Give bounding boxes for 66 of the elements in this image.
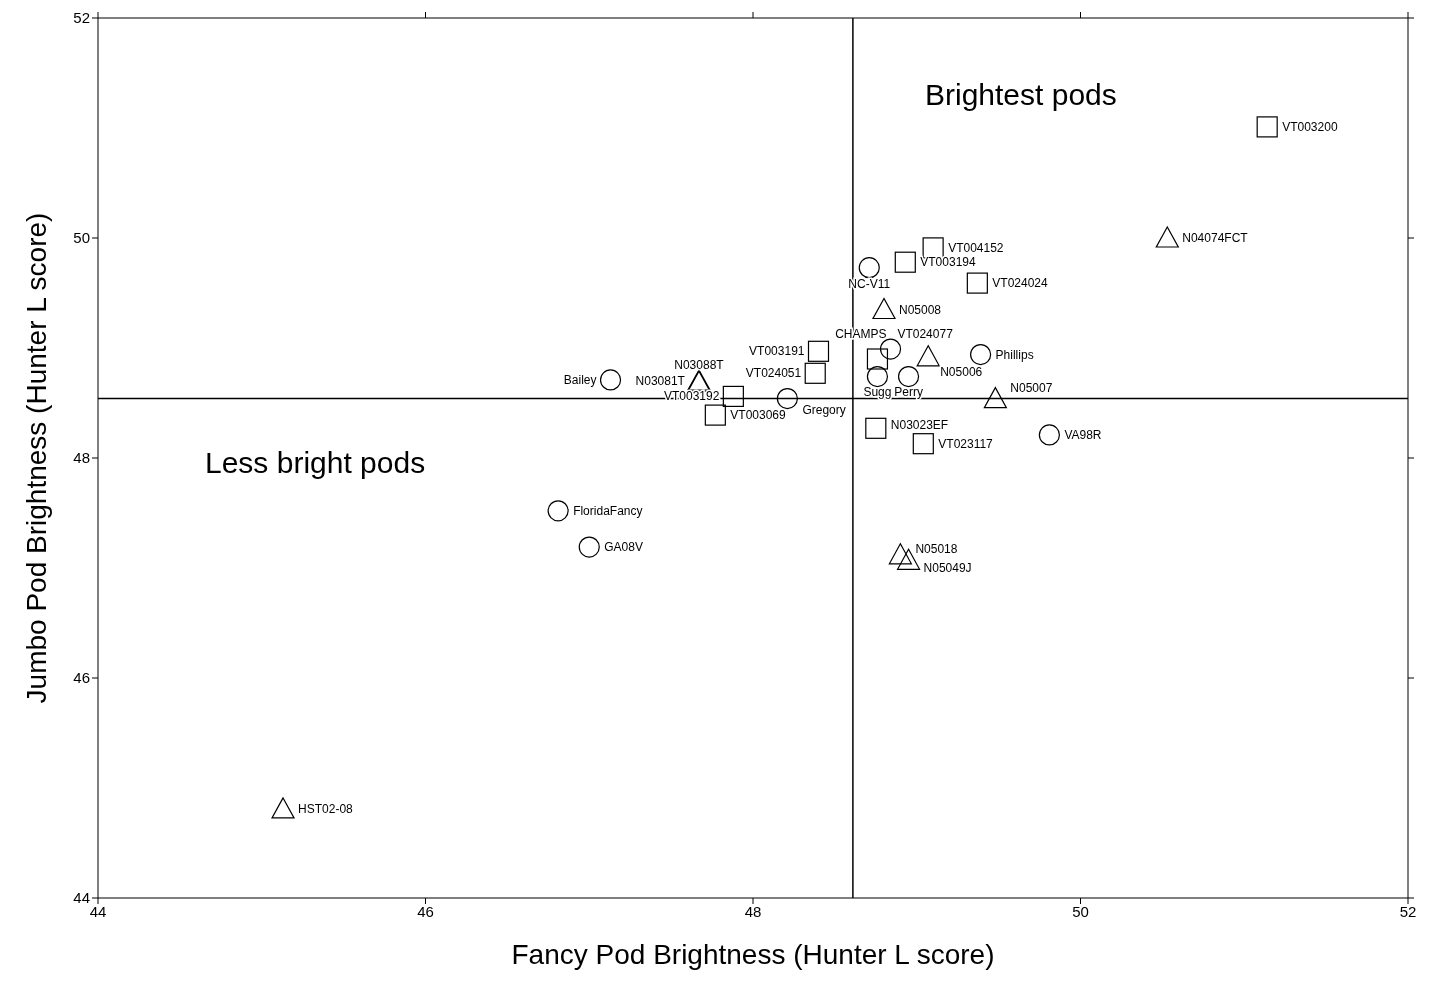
annotation: Phillips xyxy=(995,347,1034,362)
y-axis-title: Jumbo Pod Brightness (Hunter L score) xyxy=(20,212,52,704)
point xyxy=(894,251,916,273)
y-tick-label: 44 xyxy=(73,889,90,907)
annotation: FloridaFancy xyxy=(573,503,643,518)
point xyxy=(804,362,826,384)
point xyxy=(866,366,889,388)
point xyxy=(1155,226,1179,248)
point xyxy=(704,404,726,426)
point xyxy=(858,257,880,279)
x-tick-label: 44 xyxy=(89,902,107,920)
y-tick-label: 50 xyxy=(73,229,90,247)
point xyxy=(897,366,920,388)
annotation: Bailey xyxy=(563,372,597,387)
x-axis-title: Fancy Pod Brightness (Hunter L score) xyxy=(511,939,995,970)
annotation: Less bright pods xyxy=(205,446,426,480)
annotation: VT004152 xyxy=(948,240,1004,255)
annotation: N05007 xyxy=(1010,380,1053,395)
y-tick-label: 46 xyxy=(73,669,90,687)
point xyxy=(807,340,830,362)
point xyxy=(912,433,934,455)
annotation: N03023EF xyxy=(890,418,949,433)
annotation: N04074FCT xyxy=(1182,231,1249,245)
annotation: N05006 xyxy=(940,364,983,379)
point xyxy=(865,417,887,439)
point xyxy=(722,385,744,407)
y-tick-label: 48 xyxy=(73,449,90,467)
annotation: N05049J xyxy=(923,561,972,576)
annotation: N05008 xyxy=(899,302,942,317)
point xyxy=(872,297,896,320)
point xyxy=(970,344,992,366)
point xyxy=(916,345,940,367)
annotation: N05018 xyxy=(915,541,958,556)
annotation: Brightest pods xyxy=(925,78,1117,112)
annotation: VT003200 xyxy=(1282,119,1338,134)
y-tick-label: 52 xyxy=(73,9,90,27)
point xyxy=(966,272,988,294)
annotation: N03088T xyxy=(674,358,725,373)
annotation: HST02-08 xyxy=(298,801,354,816)
annotation: GA08V xyxy=(604,540,643,555)
annotation: VT003194 xyxy=(920,255,976,270)
annotation: VT003069 xyxy=(730,408,787,423)
x-tick-label: 46 xyxy=(417,902,434,920)
point xyxy=(922,237,944,259)
annotation: VT024077 xyxy=(897,327,954,341)
annotation: VT024024 xyxy=(992,276,1049,291)
annotation: Gregory xyxy=(802,402,846,417)
annotation: VA98R xyxy=(1064,427,1102,442)
point xyxy=(776,388,798,410)
x-tick-label: 48 xyxy=(744,902,762,920)
point xyxy=(547,500,569,522)
annotation: Sugg xyxy=(863,384,892,399)
point xyxy=(1038,424,1060,446)
x-tick-label: 50 xyxy=(1072,902,1089,920)
annotation: Perry xyxy=(894,384,923,399)
point xyxy=(983,387,1007,409)
annotation: VT023117 xyxy=(938,436,994,451)
point xyxy=(578,536,600,558)
x-tick-label: 52 xyxy=(1399,902,1417,920)
point xyxy=(879,338,902,360)
annotation: N03081T xyxy=(635,374,686,388)
point xyxy=(1256,116,1278,138)
point xyxy=(599,369,622,391)
annotation: VT003191 xyxy=(749,344,805,359)
point xyxy=(271,797,295,819)
annotation: VT024051 xyxy=(745,366,802,381)
